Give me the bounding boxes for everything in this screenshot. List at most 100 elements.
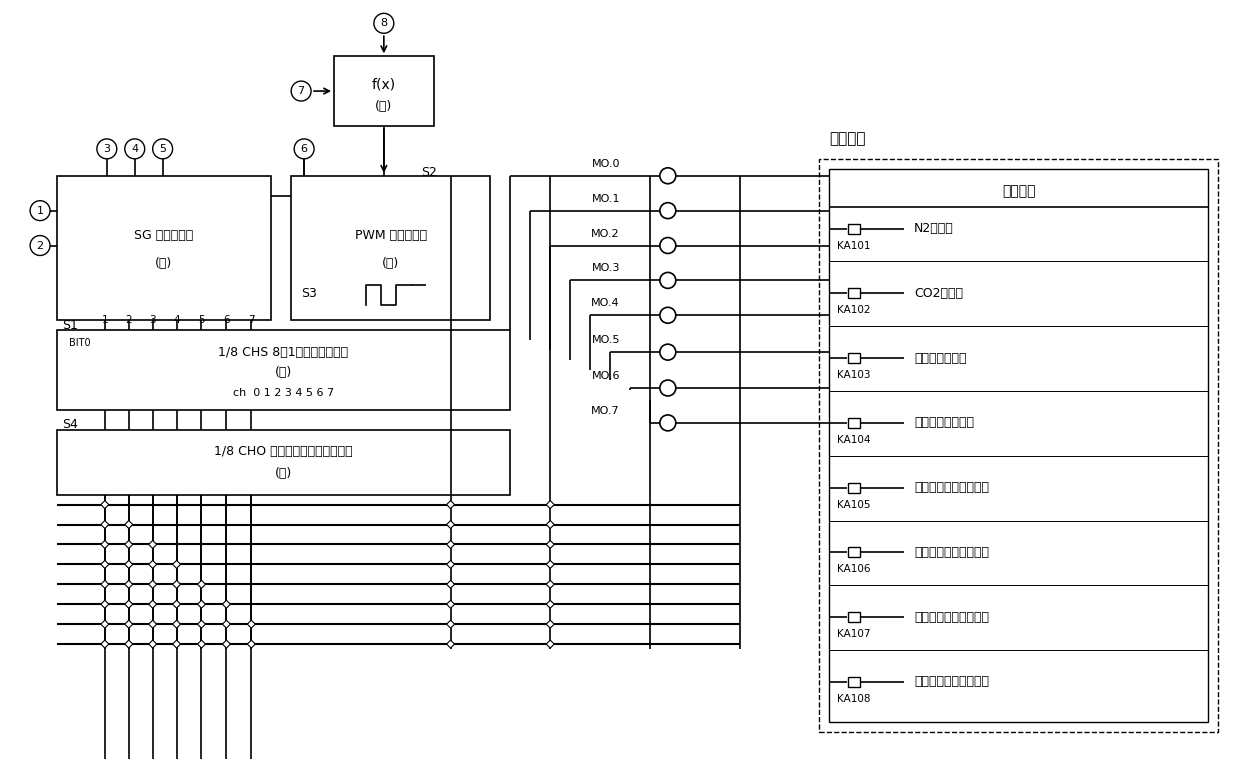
Polygon shape [446, 560, 455, 569]
Polygon shape [546, 640, 554, 648]
Polygon shape [125, 601, 133, 608]
Polygon shape [546, 580, 554, 588]
Polygon shape [446, 620, 455, 628]
Polygon shape [125, 560, 133, 569]
Text: MO.1: MO.1 [591, 193, 620, 204]
Polygon shape [446, 640, 455, 648]
Text: KA108: KA108 [838, 694, 871, 704]
Polygon shape [446, 601, 455, 608]
Circle shape [660, 307, 675, 323]
Bar [849, 224, 860, 233]
Text: (五): (五) [275, 467, 292, 480]
Polygon shape [546, 601, 554, 608]
Polygon shape [100, 580, 109, 588]
Polygon shape [546, 541, 554, 548]
Polygon shape [100, 520, 109, 529]
Text: S4: S4 [62, 418, 78, 431]
Text: 1: 1 [37, 206, 43, 215]
Polygon shape [125, 580, 133, 588]
Text: MO.7: MO.7 [591, 406, 620, 416]
Polygon shape [446, 520, 455, 529]
Polygon shape [100, 541, 109, 548]
Polygon shape [172, 620, 181, 628]
Bar [57, 330, 510, 410]
Polygon shape [125, 620, 133, 628]
Text: S1: S1 [62, 319, 78, 332]
Polygon shape [125, 520, 133, 529]
Bar [829, 168, 1208, 722]
Text: 2: 2 [36, 240, 43, 250]
Text: (四): (四) [275, 366, 292, 378]
Circle shape [660, 415, 675, 431]
Text: 6: 6 [223, 315, 229, 325]
Circle shape [374, 13, 394, 34]
Bar [819, 159, 1218, 732]
Text: MO.6: MO.6 [591, 371, 620, 381]
Polygon shape [223, 620, 230, 628]
Polygon shape [446, 541, 455, 548]
Circle shape [660, 272, 675, 289]
Polygon shape [446, 580, 455, 588]
Text: 7: 7 [248, 315, 255, 325]
Polygon shape [149, 640, 156, 648]
Text: KA102: KA102 [838, 305, 871, 315]
Text: MO.5: MO.5 [591, 335, 620, 346]
Text: BIT0: BIT0 [69, 339, 90, 348]
Text: (三): (三) [382, 257, 399, 270]
Polygon shape [149, 601, 156, 608]
Bar [849, 548, 860, 558]
Polygon shape [149, 620, 156, 628]
Circle shape [660, 344, 675, 360]
Bar [291, 176, 491, 321]
Polygon shape [223, 640, 230, 648]
Text: MO.4: MO.4 [591, 298, 620, 308]
Polygon shape [546, 620, 554, 628]
Polygon shape [100, 560, 109, 569]
Polygon shape [197, 620, 206, 628]
Circle shape [294, 139, 315, 159]
Polygon shape [248, 640, 255, 648]
Text: 5: 5 [198, 315, 204, 325]
Text: 3: 3 [103, 144, 110, 154]
Text: KA105: KA105 [838, 500, 871, 509]
Polygon shape [125, 541, 133, 548]
Text: KA107: KA107 [838, 629, 871, 639]
Polygon shape [197, 601, 206, 608]
Circle shape [660, 380, 675, 396]
Text: 外部输出: 外部输出 [1002, 184, 1036, 197]
Bar [57, 430, 510, 495]
Text: PWM 方波发生器: PWM 方波发生器 [354, 229, 427, 242]
Text: S3: S3 [301, 287, 317, 300]
Circle shape [660, 238, 675, 254]
Text: 1: 1 [102, 315, 108, 325]
Text: f(x): f(x) [372, 77, 396, 91]
Circle shape [660, 168, 675, 184]
Text: 压缩空气流化阀: 压缩空气流化阀 [914, 352, 966, 364]
Circle shape [291, 81, 311, 101]
Polygon shape [149, 580, 156, 588]
Text: MO.2: MO.2 [591, 229, 620, 239]
Bar [849, 289, 860, 298]
Text: S2: S2 [421, 166, 436, 179]
Circle shape [125, 139, 145, 159]
Text: 3: 3 [150, 315, 156, 325]
Text: 7: 7 [297, 86, 305, 96]
Bar [849, 612, 860, 622]
Bar [335, 56, 434, 126]
Polygon shape [125, 640, 133, 648]
Text: KA104: KA104 [838, 434, 871, 445]
Polygon shape [100, 640, 109, 648]
Bar [57, 176, 271, 321]
Polygon shape [100, 601, 109, 608]
Text: 1/8 CHO 多通道数字信号输出单元: 1/8 CHO 多通道数字信号输出单元 [214, 445, 353, 459]
Text: (一): (一) [155, 257, 172, 270]
Polygon shape [546, 520, 554, 529]
Polygon shape [100, 501, 109, 509]
Text: KA101: KA101 [838, 240, 871, 250]
Text: CO2进气阀: CO2进气阀 [914, 287, 963, 300]
Text: 煮粉仓中部保护进气阀: 煮粉仓中部保护进气阀 [914, 546, 989, 559]
Polygon shape [172, 601, 181, 608]
Text: ch  0 1 2 3 4 5 6 7: ch 0 1 2 3 4 5 6 7 [233, 388, 333, 398]
Bar [849, 418, 860, 428]
Polygon shape [149, 560, 156, 569]
